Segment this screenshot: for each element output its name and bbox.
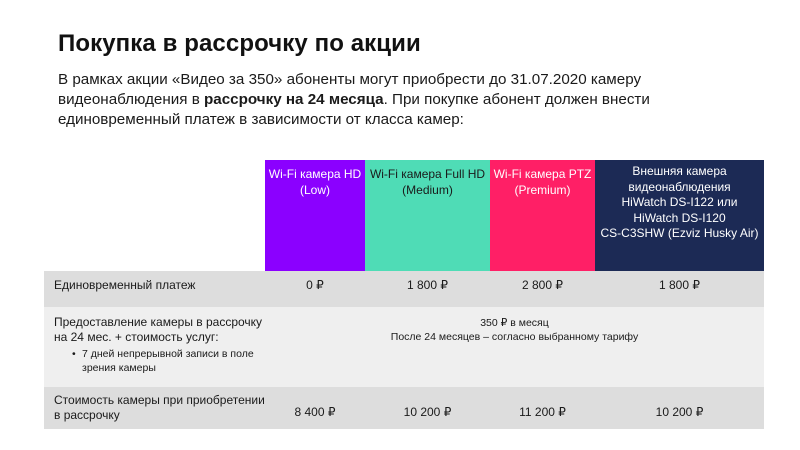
installment-bullet-item: 7 дней непрерывной записи в поле зрения … bbox=[72, 347, 265, 375]
installment-monthly-price: 350 ₽ в месяц bbox=[480, 317, 549, 329]
payment-value-low: 0 ₽ bbox=[265, 271, 365, 307]
header-outdoor-line-2: HiWatch DS-I122 или bbox=[621, 195, 738, 209]
header-outdoor-camera: Внешняя камера видеонаблюдения HiWatch D… bbox=[595, 160, 764, 271]
header-outdoor-line-3: HiWatch DS-I120 bbox=[633, 210, 726, 225]
payment-label: Единовременный платеж bbox=[44, 271, 265, 307]
intro-text-end: . При покупке абонент должен внести един… bbox=[58, 91, 650, 128]
header-wifi-ptz-premium: Wi-Fi камера PTZ (Premium) bbox=[490, 160, 595, 271]
installment-table: Wi-Fi камера HD (Low) Wi-Fi камера Full … bbox=[44, 160, 764, 429]
installment-label-cell: Предоставление камеры в рассрочку на 24 … bbox=[44, 307, 265, 387]
intro-paragraph: В рамках акции «Видео за 350» абоненты м… bbox=[58, 70, 748, 130]
header-outdoor-line-1: Внешняя камера видеонаблюдения bbox=[628, 164, 731, 194]
total-value-low: 8 400 ₽ bbox=[265, 387, 365, 429]
total-value-outdoor: 10 200 ₽ bbox=[595, 387, 764, 429]
installment-bullet-list: 7 дней непрерывной записи в поле зрения … bbox=[54, 347, 265, 375]
table-row-total: Стоимость камеры при приобретении в расс… bbox=[44, 387, 764, 429]
table-header-row: Wi-Fi камера HD (Low) Wi-Fi камера Full … bbox=[44, 160, 764, 271]
table-row-installment: Предоставление камеры в рассрочку на 24 … bbox=[44, 307, 764, 387]
payment-value-outdoor: 1 800 ₽ bbox=[595, 271, 764, 307]
total-value-premium: 11 200 ₽ bbox=[490, 387, 595, 429]
intro-bold-text: рассрочку на 24 месяца bbox=[204, 91, 384, 108]
page-title: Покупка в рассрочку по акции bbox=[58, 30, 421, 57]
header-wifi-fullhd-medium: Wi-Fi камера Full HD (Medium) bbox=[365, 160, 490, 271]
payment-value-medium: 1 800 ₽ bbox=[365, 271, 490, 307]
header-wifi-hd-low: Wi-Fi камера HD (Low) bbox=[265, 160, 365, 271]
installment-label: Предоставление камеры в рассрочку на 24 … bbox=[54, 315, 263, 344]
header-empty-cell bbox=[44, 160, 265, 271]
table-row-payment: Единовременный платеж 0 ₽ 1 800 ₽ 2 800 … bbox=[44, 271, 764, 307]
header-outdoor-line-4: CS-C3SHW (Ezviz Husky Air) bbox=[600, 226, 759, 240]
total-value-medium: 10 200 ₽ bbox=[365, 387, 490, 429]
total-label: Стоимость камеры при приобретении в расс… bbox=[44, 387, 265, 429]
intro-text-start: В рамках акции «Видео за 350» абоненты м… bbox=[58, 71, 642, 108]
payment-value-premium: 2 800 ₽ bbox=[490, 271, 595, 307]
installment-merged-cell: 350 ₽ в месяц После 24 месяцев – согласн… bbox=[265, 307, 764, 387]
installment-after-note: После 24 месяцев – согласно выбранному т… bbox=[390, 331, 639, 343]
